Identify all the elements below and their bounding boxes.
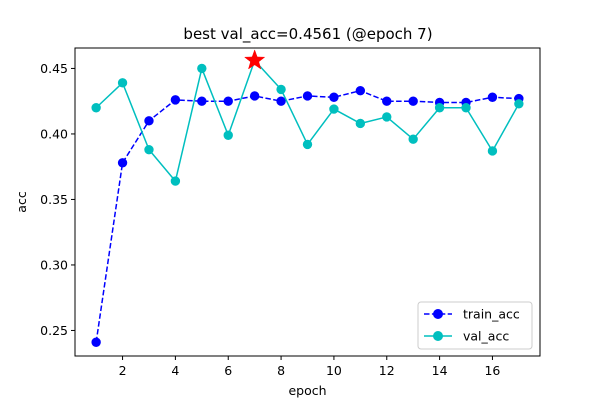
x-tick-label-6: 6	[224, 363, 232, 378]
y-tick-label-0.40: 0.40	[40, 126, 68, 141]
point-train-acc-epoch-12	[382, 96, 392, 106]
point-val-acc-epoch-6	[223, 130, 233, 140]
point-val-acc-epoch-14	[434, 103, 445, 113]
point-train-acc-epoch-1	[91, 337, 101, 347]
point-val-acc-epoch-10	[329, 104, 339, 114]
point-train-acc-epoch-16	[487, 92, 498, 102]
point-val-acc-epoch-8	[276, 84, 286, 95]
x-axis-ticks: 2 4 6 8 10 12 14 16	[119, 356, 500, 378]
y-tick-label-0.30: 0.30	[40, 257, 68, 272]
legend-box	[417, 301, 533, 350]
legend-label-val-acc: val_acc	[463, 329, 509, 344]
legend-marker-val-acc	[433, 331, 443, 341]
best-val-acc-star	[243, 49, 266, 70]
series-layer	[91, 55, 524, 347]
point-val-acc-epoch-15	[461, 103, 471, 113]
x-tick-label-10: 10	[326, 363, 342, 378]
point-train-acc-epoch-9	[302, 91, 313, 101]
point-val-acc-epoch-13	[408, 134, 418, 144]
x-tick-label-14: 14	[432, 363, 448, 378]
point-val-acc-epoch-2	[117, 78, 128, 88]
y-tick-label-0.25: 0.25	[40, 323, 68, 338]
point-train-acc-epoch-5	[197, 96, 207, 106]
point-val-acc-epoch-12	[382, 112, 392, 122]
chart-title: best val_acc=0.4561 (@epoch 7)	[183, 25, 432, 44]
best-marker-layer	[243, 49, 266, 70]
point-val-acc-epoch-1	[91, 103, 101, 113]
point-val-acc-epoch-4	[170, 176, 181, 186]
point-val-acc-epoch-16	[487, 146, 498, 156]
point-train-acc-epoch-11	[355, 86, 366, 96]
point-train-acc-epoch-7	[249, 91, 260, 101]
point-train-acc-epoch-4	[170, 95, 181, 105]
point-train-acc-epoch-8	[276, 96, 286, 106]
x-tick-label-12: 12	[379, 363, 395, 378]
y-tick-label-0.45: 0.45	[40, 61, 68, 76]
point-train-acc-epoch-2	[117, 158, 128, 168]
point-train-acc-epoch-6	[223, 96, 233, 106]
x-axis-label: epoch	[288, 383, 326, 398]
axes-frame	[74, 47, 541, 357]
point-val-acc-epoch-11	[355, 118, 366, 129]
point-train-acc-epoch-10	[329, 92, 339, 102]
legend-marker-train-acc	[433, 309, 443, 319]
y-axis-label: acc	[14, 191, 29, 213]
y-axis-ticks: 0.25 0.30 0.35 0.40 0.45	[40, 61, 75, 338]
x-tick-label-2: 2	[119, 363, 127, 378]
point-val-acc-epoch-17	[514, 99, 524, 109]
point-train-acc-epoch-3	[144, 116, 154, 126]
x-tick-label-16: 16	[484, 363, 500, 378]
legend-label-train-acc: train_acc	[463, 307, 520, 322]
legend: train_acc val_acc	[417, 301, 533, 350]
point-val-acc-epoch-9	[302, 139, 313, 150]
x-tick-label-4: 4	[171, 363, 179, 378]
point-val-acc-epoch-3	[144, 144, 154, 155]
x-tick-label-8: 8	[277, 363, 285, 378]
point-train-acc-epoch-13	[408, 96, 418, 106]
point-val-acc-epoch-5	[197, 63, 207, 74]
y-tick-label-0.35: 0.35	[40, 192, 68, 207]
